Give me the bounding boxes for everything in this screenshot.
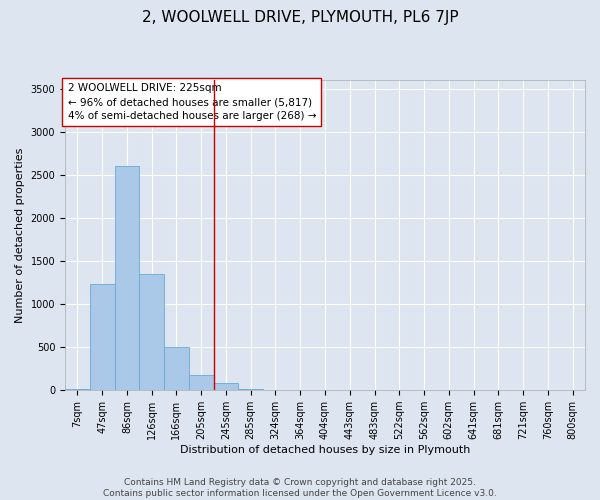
Bar xyxy=(115,166,139,390)
Bar xyxy=(90,284,115,390)
Bar xyxy=(139,274,164,390)
Text: 2, WOOLWELL DRIVE, PLYMOUTH, PL6 7JP: 2, WOOLWELL DRIVE, PLYMOUTH, PL6 7JP xyxy=(142,10,458,25)
Bar xyxy=(164,347,189,390)
X-axis label: Distribution of detached houses by size in Plymouth: Distribution of detached houses by size … xyxy=(180,445,470,455)
Text: Contains HM Land Registry data © Crown copyright and database right 2025.
Contai: Contains HM Land Registry data © Crown c… xyxy=(103,478,497,498)
Title: Size of property relative to detached houses in Plymouth: Size of property relative to detached ho… xyxy=(0,499,1,500)
Y-axis label: Number of detached properties: Number of detached properties xyxy=(15,148,25,323)
Bar xyxy=(189,375,214,390)
Bar xyxy=(214,383,238,390)
Text: 2 WOOLWELL DRIVE: 225sqm
← 96% of detached houses are smaller (5,817)
4% of semi: 2 WOOLWELL DRIVE: 225sqm ← 96% of detach… xyxy=(68,83,316,121)
